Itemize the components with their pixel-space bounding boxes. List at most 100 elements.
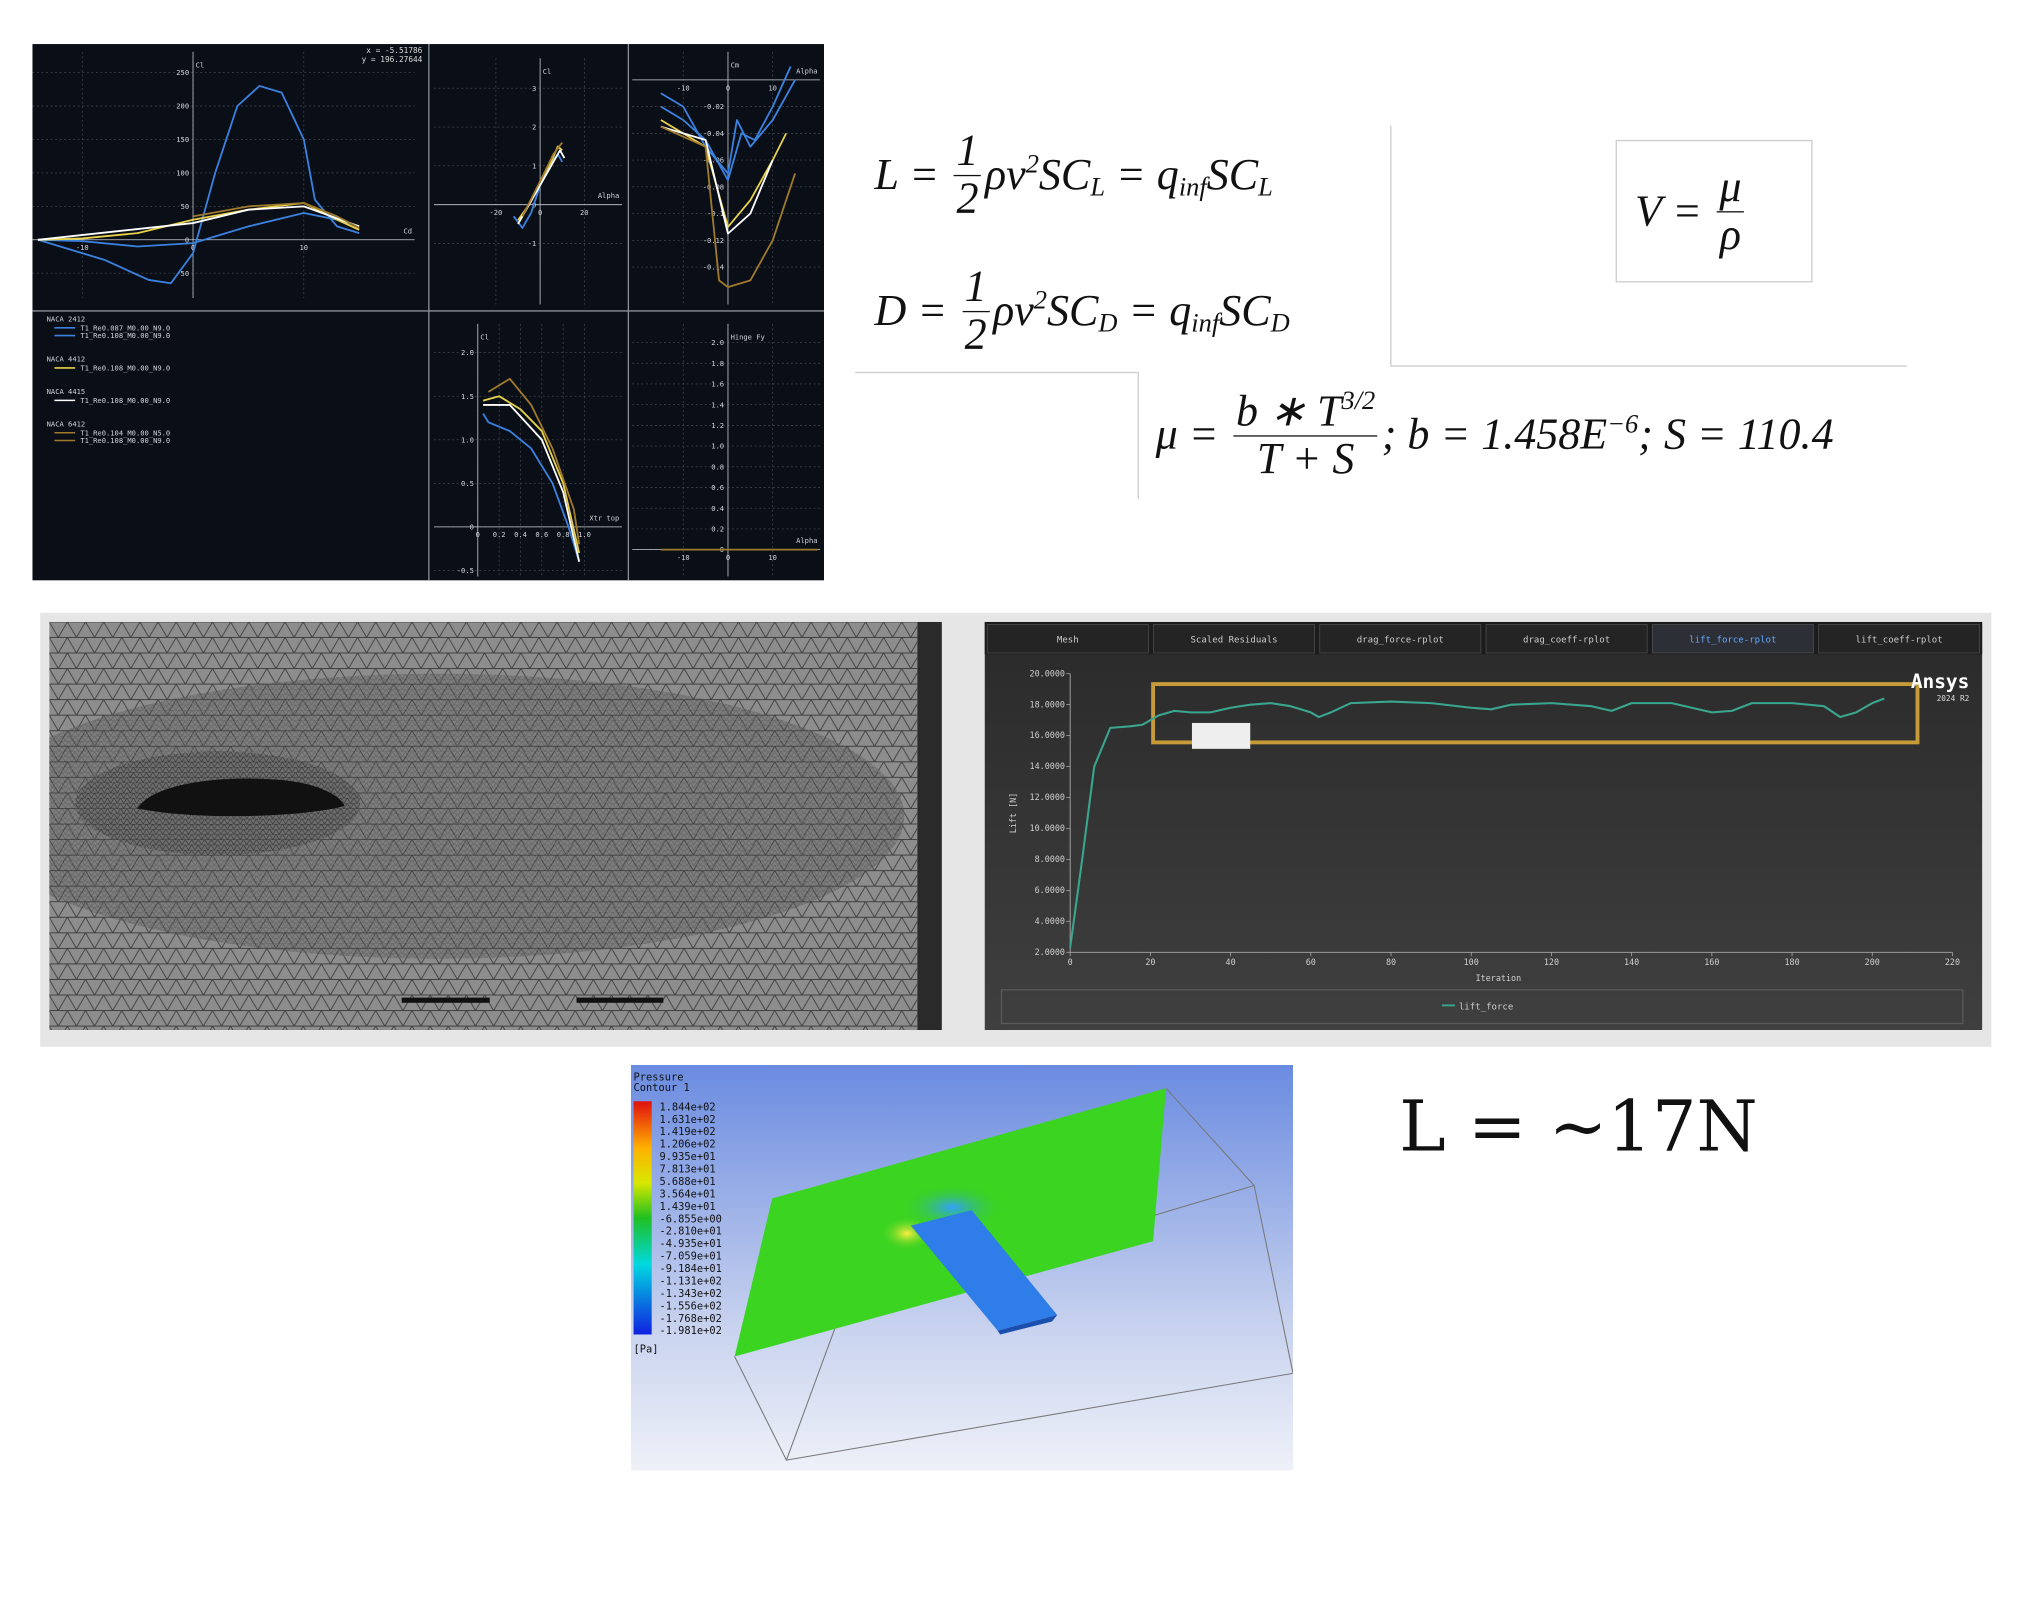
eq-text: SC: [1047, 286, 1099, 335]
eq-text: ; b = 1.458E: [1381, 410, 1608, 459]
x-tick-label: 0.8: [557, 530, 570, 539]
contour-level: 1.439e+01: [659, 1201, 715, 1213]
contour-level: 7.813e+01: [659, 1164, 715, 1176]
polar-curve: [660, 79, 796, 175]
legend-run: T1_Re0.108_M0.00_N9.0: [80, 396, 170, 405]
x-tick-label: -20: [489, 208, 502, 217]
y-tick-label: 200: [176, 102, 189, 111]
legend-run: T1_Re0.108_M0.00_N9.0: [80, 331, 170, 340]
polar-curve: [660, 125, 774, 235]
eq-sup: 2: [1025, 150, 1039, 180]
contour-level: -7.059e+01: [659, 1251, 721, 1263]
divider: [1390, 125, 1392, 366]
polar-curve: [482, 395, 581, 554]
y-tick-label: 2.0: [711, 338, 724, 347]
tab[interactable]: [986, 624, 1149, 654]
tab-label[interactable]: drag_force-rplot: [1357, 636, 1444, 646]
x-tick-label: 20: [580, 208, 589, 217]
tab[interactable]: [1319, 624, 1482, 654]
contour-level: 1.419e+02: [659, 1126, 715, 1138]
eq-sub-wrap: D: [1271, 284, 1290, 339]
polar-curve: [517, 149, 566, 225]
eq-sub: inf: [1178, 173, 1207, 202]
eq-text: L =: [874, 150, 950, 199]
tab[interactable]: [1651, 624, 1814, 654]
ansys-window: Mesh Scaled Residuals drag_force-rplot drag…: [984, 621, 1983, 1031]
tab[interactable]: [1153, 624, 1315, 654]
contour-level: 1.206e+02: [659, 1139, 715, 1151]
y-tick-label: 16.0000: [1030, 730, 1065, 740]
eq-text: b ∗ T: [1236, 387, 1342, 436]
y-tick-label: -0.14: [703, 263, 724, 272]
x-tick-label: 40: [1226, 957, 1236, 967]
mesh-view: [49, 621, 942, 1031]
y-axis-label: Cl: [543, 67, 552, 76]
legend-box: [1000, 989, 1964, 1025]
y-tick-label: 100: [176, 168, 189, 177]
contour-unit: [Pa]: [634, 1344, 659, 1356]
x-tick-label: 80: [1386, 957, 1396, 967]
highlight-box: [1151, 682, 1920, 745]
x-tick-label: 20: [1145, 957, 1155, 967]
legend-foil: NACA 4415: [47, 387, 86, 396]
eq-sub: inf: [1191, 309, 1220, 339]
x-tick-label: 1.0: [578, 530, 591, 539]
color-bar: [633, 1101, 652, 1335]
tab-label[interactable]: Scaled Residuals: [1190, 636, 1277, 646]
y-tick-label: 0.4: [711, 504, 724, 513]
tab-label[interactable]: Mesh: [1057, 636, 1079, 646]
y-tick-label: -0.08: [703, 182, 724, 191]
divider: [855, 371, 1138, 374]
eq-text: ρv: [984, 150, 1026, 199]
denominator: ρ: [1720, 212, 1741, 257]
contour-level: -1.556e+02: [659, 1300, 721, 1312]
y-tick-label: 2: [532, 123, 536, 132]
eq-sub-wrap: inf: [1191, 284, 1219, 339]
tab-label[interactable]: drag_coeff-rplot: [1523, 636, 1610, 646]
y-tick-label: 8.0000: [1035, 854, 1065, 864]
tab-label[interactable]: lift_coeff-rplot: [1856, 636, 1943, 646]
eq-sup: 3/2: [1341, 387, 1376, 416]
scale-bar: [401, 997, 490, 1003]
polar-curve: [521, 142, 563, 217]
contour-level: -1.131e+02: [659, 1275, 721, 1287]
x-tick-label: 10: [300, 243, 309, 252]
x-tick-label: 10: [768, 83, 777, 92]
y-tick-label: 10.0000: [1030, 823, 1065, 833]
x-tick-label: 180: [1784, 957, 1799, 967]
mesh-refined: [49, 673, 905, 959]
numerator: b ∗ T3/2: [1233, 387, 1378, 438]
y-tick-label: -0.06: [703, 156, 724, 165]
x-axis-label: Alpha: [796, 66, 817, 75]
contour-title: Pressure: [634, 1072, 684, 1084]
y-tick-label: 4.0000: [1035, 916, 1065, 926]
tab[interactable]: [1485, 624, 1648, 654]
numerator: 1: [961, 265, 990, 313]
eq-sup-wrap: 3/2: [1341, 388, 1375, 436]
lift-result: L = ~17N: [1399, 1085, 1758, 1168]
tab[interactable]: [1818, 624, 1981, 654]
contour-level: -2.810e+01: [659, 1226, 721, 1238]
eq-text: μ: [1719, 163, 1742, 212]
tab-label[interactable]: lift_force-rplot: [1689, 636, 1776, 646]
contour-title: Contour 1: [634, 1082, 690, 1094]
eq-text: T + S: [1256, 435, 1355, 484]
contour-view: Pressure Contour 1 1.844e+02 1.631e+02 1.419…: [630, 1064, 1294, 1471]
y-tick-label: 0.8: [711, 462, 724, 471]
airfoil: [137, 778, 345, 817]
x-tick-label: 60: [1306, 957, 1316, 967]
tooltip: [1191, 722, 1251, 749]
y-tick-label: 0.2: [711, 525, 724, 534]
eq-text: ρ: [1719, 211, 1742, 260]
divider: [1390, 365, 1908, 367]
y-axis-label: Cl: [480, 332, 489, 341]
contour-level: -9.184e+01: [659, 1263, 721, 1275]
y-tick-label: -0.12: [703, 236, 724, 245]
legend-run: T1_Re0.087_M0.00_N9.0: [80, 323, 170, 332]
contour-level: 9.935e+01: [659, 1151, 715, 1163]
eq-sub-wrap: L: [1258, 148, 1273, 203]
polar-curve: [37, 212, 360, 248]
